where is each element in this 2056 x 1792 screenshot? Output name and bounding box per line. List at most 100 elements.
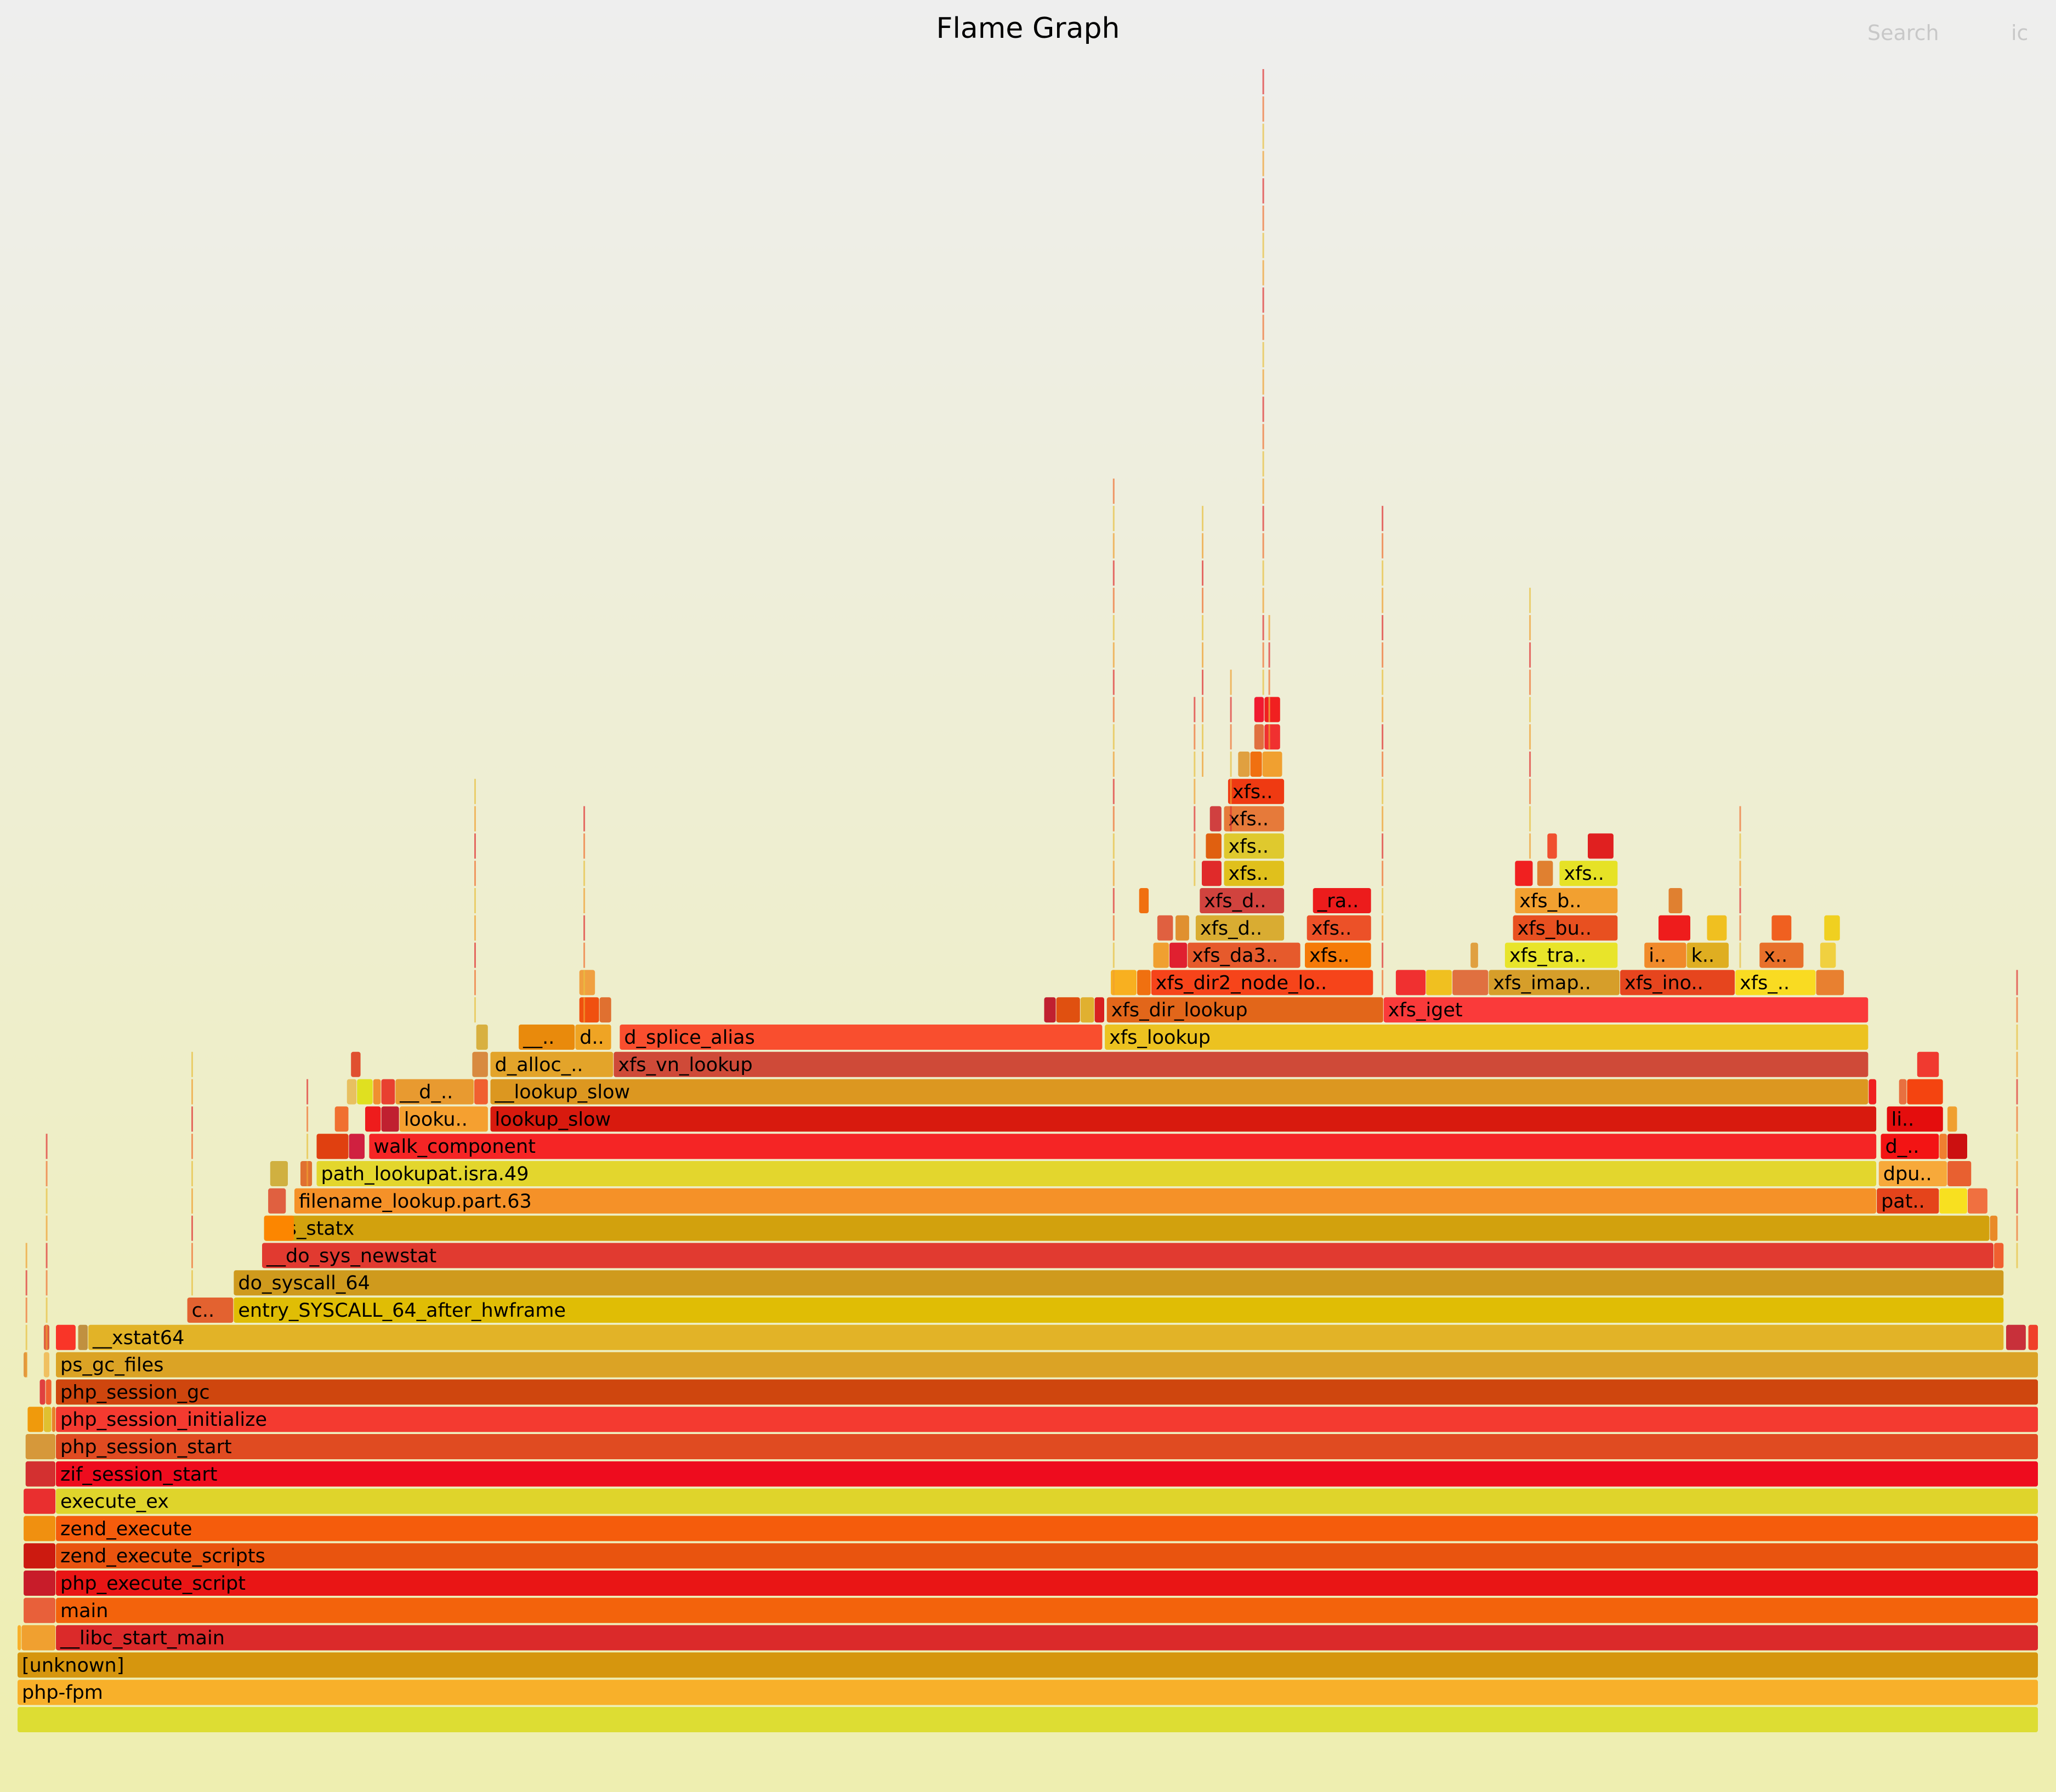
flame-frame[interactable] [21, 1625, 56, 1651]
flame-frame[interactable]: xfs_b.. [1515, 888, 1618, 913]
flame-frame[interactable] [476, 1025, 488, 1050]
flame-frame-bar[interactable] [2016, 1188, 2018, 1214]
flame-frame[interactable] [1537, 861, 1553, 886]
flame-frame[interactable]: xfs.. [1559, 861, 1618, 886]
flame-frame[interactable] [25, 1434, 55, 1459]
flame-frame[interactable] [1175, 915, 1189, 941]
flame-frame-bar[interactable] [18, 1625, 21, 1651]
flame-frame-bar[interactable] [294, 1188, 1877, 1214]
flame-frame-bar[interactable] [1735, 970, 1816, 995]
flame-frame[interactable] [1820, 942, 1836, 968]
flame-frame[interactable] [1968, 1188, 1987, 1214]
flame-frame-bar[interactable] [1224, 806, 1285, 832]
flame-frame[interactable] [25, 1461, 55, 1487]
flame-frame[interactable]: __d_.. [395, 1079, 474, 1105]
flame-frame[interactable] [347, 1079, 357, 1105]
flame-frame[interactable]: xfs_vn_lookup [614, 1051, 1868, 1077]
flame-frame-bar[interactable] [1195, 915, 1285, 941]
flame-frame-bar[interactable] [1307, 915, 1371, 941]
flame-frame-bar[interactable] [1188, 942, 1300, 968]
flame-frame-bar[interactable] [1382, 697, 1384, 723]
flame-frame-bar[interactable] [46, 1298, 48, 1323]
flame-frame[interactable]: xfs_d.. [1195, 915, 1285, 941]
flame-frame[interactable]: __libc_start_main [56, 1625, 2038, 1651]
flame-frame[interactable]: xfs_bu.. [1513, 915, 1618, 941]
flame-frame-bar[interactable] [1262, 232, 1264, 258]
flame-frame-bar[interactable] [316, 1134, 349, 1159]
flame-frame[interactable]: xfs.. [1224, 861, 1285, 886]
flame-frame-bar[interactable] [56, 1352, 2038, 1378]
flame-frame[interactable]: xfs_.. [1735, 970, 1816, 995]
flame-frame[interactable]: xfs_dir2_node_lo.. [1151, 970, 1373, 995]
flame-frame-bar[interactable] [1112, 888, 1115, 913]
flame-frame-bar[interactable] [46, 1270, 48, 1296]
flame-frame-bar[interactable] [24, 1488, 56, 1514]
flame-frame-bar[interactable] [1262, 287, 1264, 313]
flame-frame[interactable] [52, 1407, 56, 1432]
flame-frame[interactable]: xfs_da3.. [1188, 942, 1300, 968]
flame-frame-bar[interactable] [1668, 888, 1683, 913]
flame-frame[interactable]: xfs_imap.. [1489, 970, 1620, 995]
flame-frame[interactable] [1426, 970, 1452, 995]
flame-frame[interactable] [349, 1134, 365, 1159]
flame-frame-bar[interactable] [583, 942, 586, 968]
flame-frame-bar[interactable] [1529, 669, 1531, 695]
flame-frame-bar[interactable] [264, 1215, 294, 1241]
flame-frame[interactable] [39, 1379, 46, 1405]
flame-frame-bar[interactable] [1230, 669, 1232, 695]
flame-frame[interactable] [18, 1625, 21, 1651]
flame-frame-bar[interactable] [316, 1161, 1877, 1186]
flame-frame-bar[interactable] [1899, 1079, 1907, 1105]
flame-frame[interactable]: xfs_d.. [1200, 888, 1285, 913]
flame-frame-bar[interactable] [1382, 752, 1384, 777]
flame-frame-bar[interactable] [1200, 888, 1285, 913]
flame-frame[interactable]: php-fpm [18, 1680, 2038, 1705]
flame-frame-bar[interactable] [46, 1215, 48, 1241]
flame-frame-bar[interactable] [1202, 588, 1203, 613]
flame-frame-bar[interactable] [2016, 1051, 2018, 1077]
flame-frame-bar[interactable] [490, 1079, 1868, 1105]
flame-frame-bar[interactable] [472, 1051, 488, 1077]
flame-frame[interactable]: xfs.. [1224, 806, 1285, 832]
flame-frame-bar[interactable] [579, 997, 599, 1023]
flame-frame-bar[interactable] [399, 1106, 488, 1132]
flame-frame-bar[interactable] [39, 1379, 46, 1405]
flame-frame-bar[interactable] [1262, 424, 1264, 450]
flame-frame[interactable] [24, 1571, 56, 1596]
flame-frame-bar[interactable] [490, 1051, 614, 1077]
flame-frame-bar[interactable] [395, 1079, 474, 1105]
flame-frame-bar[interactable] [191, 1106, 193, 1132]
flame-frame-bar[interactable] [1686, 942, 1729, 968]
flame-frame-bar[interactable] [1382, 942, 1384, 968]
flame-frame[interactable] [1917, 1051, 1939, 1077]
flame-frame-bar[interactable] [306, 1079, 309, 1105]
flame-frame[interactable] [357, 1079, 373, 1105]
flame-frame[interactable] [1157, 915, 1173, 941]
flame-frame[interactable] [1202, 861, 1222, 886]
flame-frame-bar[interactable] [1382, 505, 1384, 531]
flame-frame[interactable] [1899, 1079, 1907, 1105]
flame-frame-bar[interactable] [1739, 888, 1741, 913]
flame-frame[interactable] [1659, 915, 1690, 941]
flame-frame-bar[interactable] [1529, 615, 1531, 640]
flame-frame[interactable]: zend_execute_scripts [56, 1543, 2038, 1569]
flame-frame-bar[interactable] [620, 1025, 1103, 1050]
flame-frame-bar[interactable] [1382, 533, 1384, 559]
flame-frame[interactable]: zif_session_start [56, 1461, 2038, 1487]
flame-frame[interactable] [1250, 752, 1262, 777]
flame-frame-bar[interactable] [1262, 642, 1264, 668]
flame-frame[interactable] [1209, 806, 1222, 832]
flame-frame[interactable]: zend_execute [56, 1516, 2038, 1541]
flame-frame-bar[interactable] [1262, 615, 1264, 640]
flame-frame[interactable] [1668, 888, 1683, 913]
flame-frame-bar[interactable] [191, 1215, 193, 1241]
flame-frame-bar[interactable] [381, 1079, 395, 1105]
flame-frame-bar[interactable] [1878, 1161, 1947, 1186]
flame-frame[interactable]: execute_ex [56, 1488, 2038, 1514]
flame-frame-bar[interactable] [1137, 970, 1151, 995]
flame-frame[interactable] [2028, 1324, 2038, 1350]
flame-frame-bar[interactable] [1254, 697, 1264, 723]
flame-frame[interactable] [1939, 1134, 1947, 1159]
flame-frame-bar[interactable] [1383, 997, 1868, 1023]
flame-frame-bar[interactable] [1056, 997, 1080, 1023]
